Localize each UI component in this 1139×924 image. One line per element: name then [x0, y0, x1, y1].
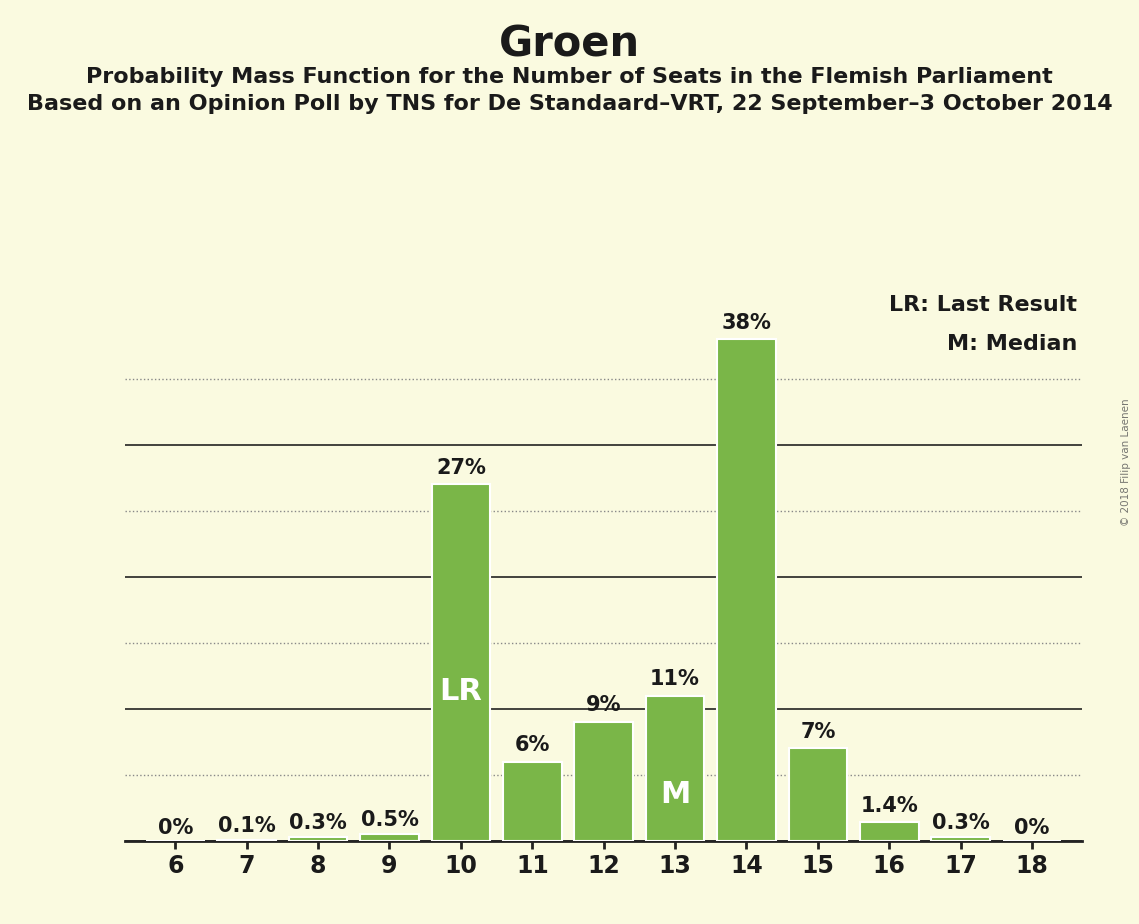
- Text: © 2018 Filip van Laenen: © 2018 Filip van Laenen: [1121, 398, 1131, 526]
- Bar: [574, 722, 633, 841]
- Bar: [646, 696, 704, 841]
- Text: LR: LR: [440, 676, 482, 706]
- Text: 0.3%: 0.3%: [932, 813, 990, 833]
- Text: 0%: 0%: [1015, 818, 1050, 837]
- Bar: [360, 834, 419, 841]
- Bar: [788, 748, 847, 841]
- Text: Probability Mass Function for the Number of Seats in the Flemish Parliament: Probability Mass Function for the Number…: [87, 67, 1052, 87]
- Text: M: Median: M: Median: [947, 334, 1077, 354]
- Bar: [932, 837, 990, 841]
- Text: 7%: 7%: [801, 722, 836, 742]
- Bar: [503, 761, 562, 841]
- Bar: [432, 484, 490, 841]
- Text: 11%: 11%: [650, 669, 700, 689]
- Text: 0%: 0%: [157, 818, 192, 837]
- Text: 0.5%: 0.5%: [361, 810, 418, 831]
- Bar: [218, 840, 276, 841]
- Text: 0.1%: 0.1%: [218, 816, 276, 835]
- Bar: [718, 339, 776, 841]
- Text: 38%: 38%: [721, 312, 771, 333]
- Text: 1.4%: 1.4%: [860, 796, 918, 816]
- Text: LR: Last Result: LR: Last Result: [890, 295, 1077, 315]
- Bar: [289, 837, 347, 841]
- Text: 27%: 27%: [436, 457, 486, 478]
- Text: 0.3%: 0.3%: [289, 813, 347, 833]
- Text: 9%: 9%: [585, 696, 622, 715]
- Text: 6%: 6%: [515, 735, 550, 755]
- Text: Based on an Opinion Poll by TNS for De Standaard–VRT, 22 September–3 October 201: Based on an Opinion Poll by TNS for De S…: [26, 94, 1113, 115]
- Bar: [860, 822, 918, 841]
- Text: Groen: Groen: [499, 23, 640, 65]
- Text: M: M: [659, 780, 690, 808]
